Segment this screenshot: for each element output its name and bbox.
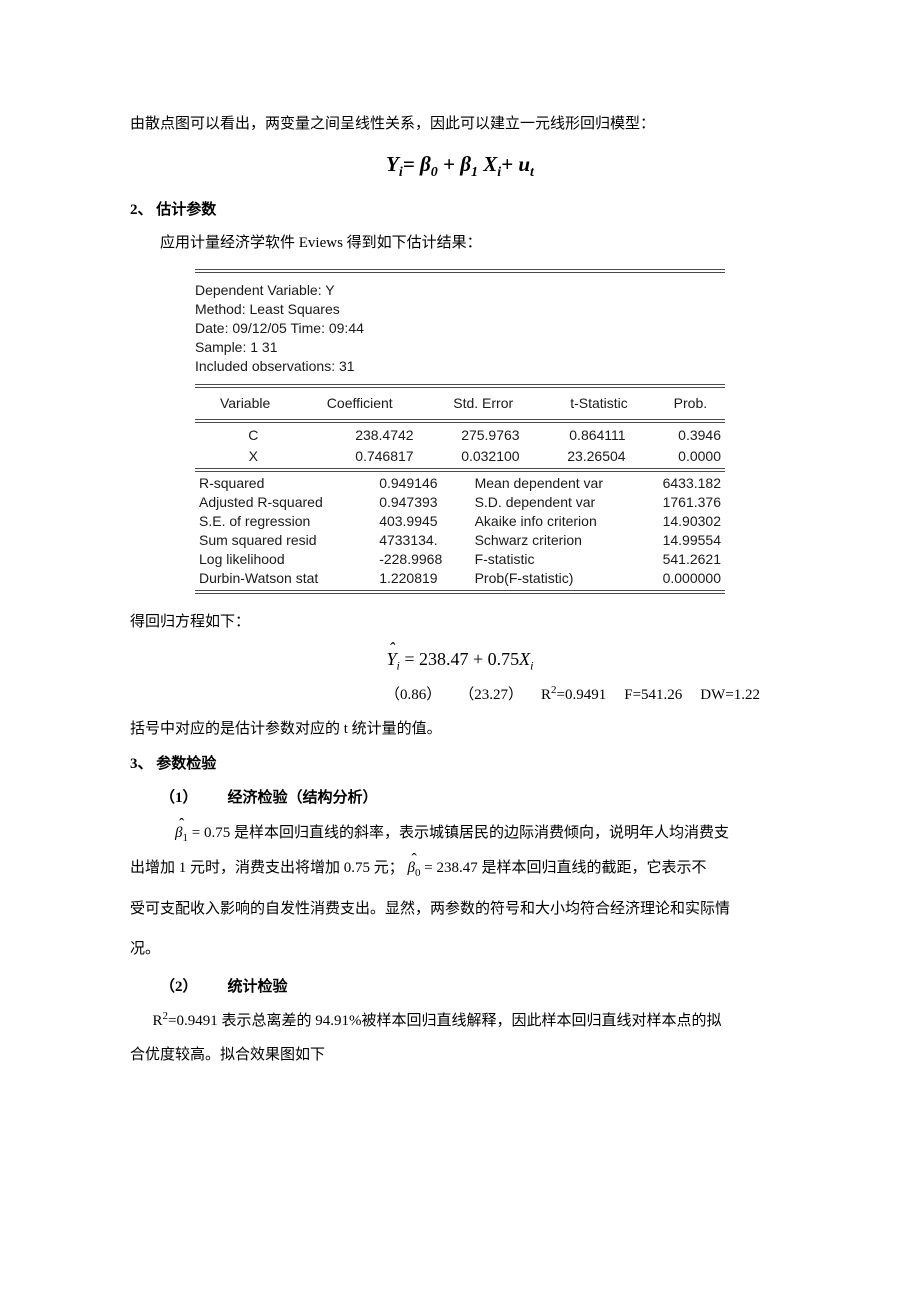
regression-stats-line: （0.86）（23.27）R2=0.9491F=541.26DW=1.22 [130,680,790,710]
after-table-text: 得回归方程如下： [130,608,790,637]
table-rule [195,468,725,472]
subsection-2-heading: （2）统计检验 [130,973,790,1002]
cell: 6433.182 [640,474,725,493]
cell: 0.949146 [375,474,470,493]
cell: Sum squared resid [195,531,375,550]
econ-analysis-text: 况。 [130,931,790,967]
table-rule [195,419,725,423]
cell: 0.864111 [524,425,630,446]
table-row: X 0.746817 0.032100 23.26504 0.0000 [195,446,725,467]
table-row: Durbin-Watson stat 1.220819 Prob(F-stati… [195,569,725,588]
col-header: t-Statistic [542,390,656,417]
stat-test-text: R2=0.9491 表示总离差的 94.91%被样本回归直线解释，因此样本回归直… [130,1005,790,1037]
cell: 403.9945 [375,512,470,531]
table-rule [195,269,725,273]
cell: C [195,425,312,446]
coef-header-table: Variable Coefficient Std. Error t-Statis… [195,390,725,417]
cell: 238.4742 [312,425,418,446]
cell: 14.90302 [640,512,725,531]
cell: S.D. dependent var [471,493,641,512]
table-row: C 238.4742 275.9763 0.864111 0.3946 [195,425,725,446]
cell: 275.9763 [418,425,524,446]
section-2-heading: 2、 估计参数 [130,196,790,225]
col-header: Variable [195,390,295,417]
ev-header-line: Date: 09/12/05 Time: 09:44 [195,319,725,338]
cell: X [195,446,312,467]
cell: Adjusted R-squared [195,493,375,512]
ev-header-line: Sample: 1 31 [195,338,725,357]
beta-1-hat: ˆβ1 [153,817,188,851]
ev-header-line: Method: Least Squares [195,300,725,319]
regression-equation: Yi = 238.47 + 0.75Xi [130,642,790,677]
econ-analysis-text: 出增加 1 元时，消费支出将增加 0.75 元； ˆβ0 = 238.47 是样… [130,850,790,886]
table-header-row: Variable Coefficient Std. Error t-Statis… [195,390,725,417]
table-row: Sum squared resid 4733134. Schwarz crite… [195,531,725,550]
model-equation: Yi= β0 + β1 Xi+ ut [130,145,790,187]
coef-table: C 238.4742 275.9763 0.864111 0.3946 X 0.… [195,425,725,467]
cell: Schwarz criterion [471,531,641,550]
table-row: Log likelihood -228.9968 F-statistic 541… [195,550,725,569]
cell: -228.9968 [375,550,470,569]
cell: S.E. of regression [195,512,375,531]
cell: Akaike info criterion [471,512,641,531]
cell: 0.032100 [418,446,524,467]
cell: 541.2621 [640,550,725,569]
cell: 23.26504 [524,446,630,467]
cell: F-statistic [471,550,641,569]
cell: 0.0000 [630,446,725,467]
intro-text: 由散点图可以看出，两变量之间呈线性关系，因此可以建立一元线形回归模型： [130,110,790,139]
stat-test-text: 合优度较高。拟合效果图如下 [130,1037,790,1073]
col-header: Std. Error [424,390,542,417]
col-header: Prob. [656,390,725,417]
ev-header-line: Included observations: 31 [195,357,725,376]
table-row: Adjusted R-squared 0.947393 S.D. depende… [195,493,725,512]
cell: 14.99554 [640,531,725,550]
cell: Log likelihood [195,550,375,569]
cell: 4733134. [375,531,470,550]
ev-header-line: Dependent Variable: Y [195,281,725,300]
subsection-1-heading: （1）经济检验（结构分析） [130,784,790,813]
cell: 0.000000 [640,569,725,588]
cell: Durbin-Watson stat [195,569,375,588]
bracket-note: 括号中对应的是估计参数对应的 t 统计量的值。 [130,715,790,744]
cell: Mean dependent var [471,474,641,493]
cell: 1.220819 [375,569,470,588]
section-2-intro: 应用计量经济学软件 Eviews 得到如下估计结果： [130,229,790,258]
econ-analysis-text: ˆβ1 = 0.75 是样本回归直线的斜率，表示城镇居民的边际消费倾向，说明年人… [130,817,790,851]
table-rule [195,590,725,594]
cell: 0.3946 [630,425,725,446]
cell: 0.746817 [312,446,418,467]
eviews-output-table: Dependent Variable: Y Method: Least Squa… [195,269,725,593]
cell: Prob(F-statistic) [471,569,641,588]
col-header: Coefficient [295,390,424,417]
beta-0-hat: ˆβ0 [408,850,421,886]
stats-table: R-squared 0.949146 Mean dependent var 64… [195,474,725,587]
econ-analysis-text: 受可支配收入影响的自发性消费支出。显然，两参数的符号和大小均符合经济理论和实际情 [130,891,790,927]
table-row: R-squared 0.949146 Mean dependent var 64… [195,474,725,493]
eviews-header: Dependent Variable: Y Method: Least Squa… [195,275,725,381]
cell: 0.947393 [375,493,470,512]
table-row: S.E. of regression 403.9945 Akaike info … [195,512,725,531]
section-3-heading: 3、 参数检验 [130,750,790,779]
table-rule [195,384,725,388]
cell: R-squared [195,474,375,493]
cell: 1761.376 [640,493,725,512]
